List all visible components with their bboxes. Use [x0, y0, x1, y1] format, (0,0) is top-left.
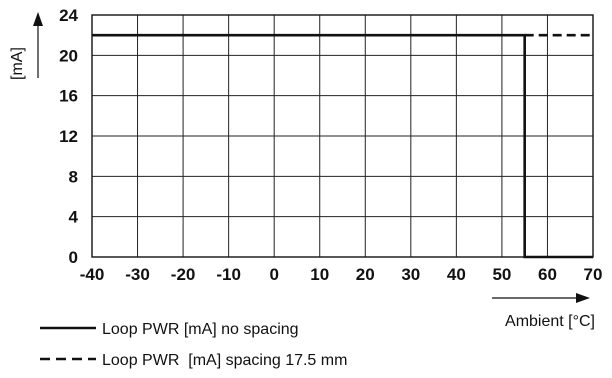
legend-label-dashed: Loop PWR [mA] spacing 17.5 mm — [102, 352, 347, 369]
plot-frame — [91, 14, 594, 258]
x-tick-label-7: 30 — [401, 265, 420, 284]
x-axis-label: Ambient [°C] — [505, 313, 595, 330]
series — [92, 33, 593, 259]
y-axis-arrowhead — [33, 12, 43, 26]
y-tick-label-0: 0 — [69, 248, 78, 267]
series-line-0 — [92, 33, 593, 259]
x-tick-label-0: -40 — [80, 265, 105, 284]
x-tick-label-4: 0 — [269, 265, 278, 284]
x-tick-label-6: 20 — [356, 265, 375, 284]
y-tick-label-5: 20 — [59, 46, 78, 65]
y-tick-label-6: 24 — [59, 6, 78, 25]
y-axis-label-group: [mA] — [9, 12, 43, 80]
x-tick-label-3: -10 — [216, 265, 241, 284]
y-tick-label-4: 16 — [59, 87, 78, 106]
y-tick-label-2: 8 — [69, 167, 78, 186]
legend-label-solid: Loop PWR [mA] no spacing — [102, 321, 299, 338]
x-tick-label-2: -20 — [171, 265, 196, 284]
y-tick-label-3: 12 — [59, 127, 78, 146]
y-axis-label: [mA] — [9, 47, 26, 80]
grid — [91, 14, 594, 258]
tick-labels: -40 -30 -20 -10 0 10 20 30 40 50 60 70 0 4 8 12 16 20 24 — [59, 6, 602, 284]
x-tick-label-5: 10 — [310, 265, 329, 284]
x-tick-label-10: 60 — [538, 265, 557, 284]
legend: Loop PWR [mA] no spacing Loop PWR [mA] s… — [40, 321, 347, 369]
x-axis-label-group: Ambient [°C] — [492, 293, 595, 330]
y-tick-label-1: 4 — [69, 208, 79, 227]
x-tick-label-8: 40 — [447, 265, 466, 284]
axes — [91, 14, 594, 258]
x-tick-label-11: 70 — [584, 265, 603, 284]
x-tick-label-1: -30 — [125, 265, 150, 284]
x-axis-arrowhead — [576, 293, 590, 303]
x-tick-label-9: 50 — [492, 265, 511, 284]
